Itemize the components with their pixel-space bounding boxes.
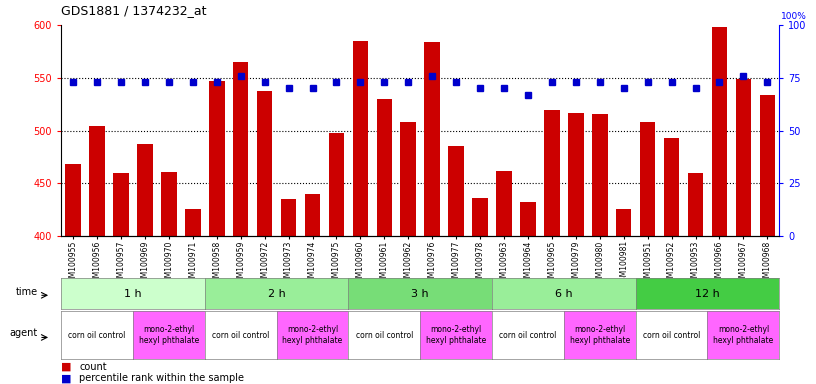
Text: mono-2-ethyl
hexyl phthalate: mono-2-ethyl hexyl phthalate (713, 325, 774, 345)
Bar (376, 99, 392, 384)
Text: agent: agent (9, 328, 38, 338)
Bar (688, 173, 703, 384)
Text: 12 h: 12 h (695, 289, 720, 299)
Bar (65, 164, 81, 384)
Text: 3 h: 3 h (411, 289, 429, 299)
Bar (233, 62, 249, 384)
Text: corn oil control: corn oil control (212, 331, 269, 339)
Text: count: count (79, 362, 107, 372)
Bar (592, 114, 608, 384)
Bar (472, 198, 488, 384)
Bar (663, 138, 680, 384)
Bar (520, 202, 536, 384)
Text: mono-2-ethyl
hexyl phthalate: mono-2-ethyl hexyl phthalate (139, 325, 199, 345)
Text: corn oil control: corn oil control (643, 331, 700, 339)
Text: 2 h: 2 h (268, 289, 286, 299)
Text: time: time (16, 287, 38, 297)
Bar (137, 144, 153, 384)
Bar (424, 42, 440, 384)
Bar (448, 146, 464, 384)
Text: 100%: 100% (781, 12, 807, 21)
Bar (161, 172, 177, 384)
Text: ■: ■ (61, 373, 72, 383)
Bar (735, 79, 752, 384)
Text: 1 h: 1 h (124, 289, 142, 299)
Bar (304, 194, 321, 384)
Bar (281, 199, 296, 384)
Bar (353, 41, 368, 384)
Bar (209, 81, 224, 384)
Text: corn oil control: corn oil control (499, 331, 557, 339)
Bar (113, 173, 129, 384)
Bar (640, 122, 655, 384)
Bar (568, 113, 583, 384)
Bar (257, 91, 273, 384)
Bar (185, 209, 201, 384)
Bar (401, 122, 416, 384)
Text: corn oil control: corn oil control (356, 331, 413, 339)
Bar (329, 133, 344, 384)
Text: 6 h: 6 h (555, 289, 573, 299)
Text: mono-2-ethyl
hexyl phthalate: mono-2-ethyl hexyl phthalate (282, 325, 343, 345)
Bar (760, 95, 775, 384)
Text: ■: ■ (61, 362, 72, 372)
Bar (544, 111, 560, 384)
Text: corn oil control: corn oil control (69, 331, 126, 339)
Bar (616, 209, 632, 384)
Text: percentile rank within the sample: percentile rank within the sample (79, 373, 244, 383)
Bar (712, 27, 727, 384)
Bar (89, 126, 105, 384)
Text: GDS1881 / 1374232_at: GDS1881 / 1374232_at (61, 4, 206, 17)
Text: mono-2-ethyl
hexyl phthalate: mono-2-ethyl hexyl phthalate (570, 325, 630, 345)
Text: mono-2-ethyl
hexyl phthalate: mono-2-ethyl hexyl phthalate (426, 325, 486, 345)
Bar (496, 171, 512, 384)
